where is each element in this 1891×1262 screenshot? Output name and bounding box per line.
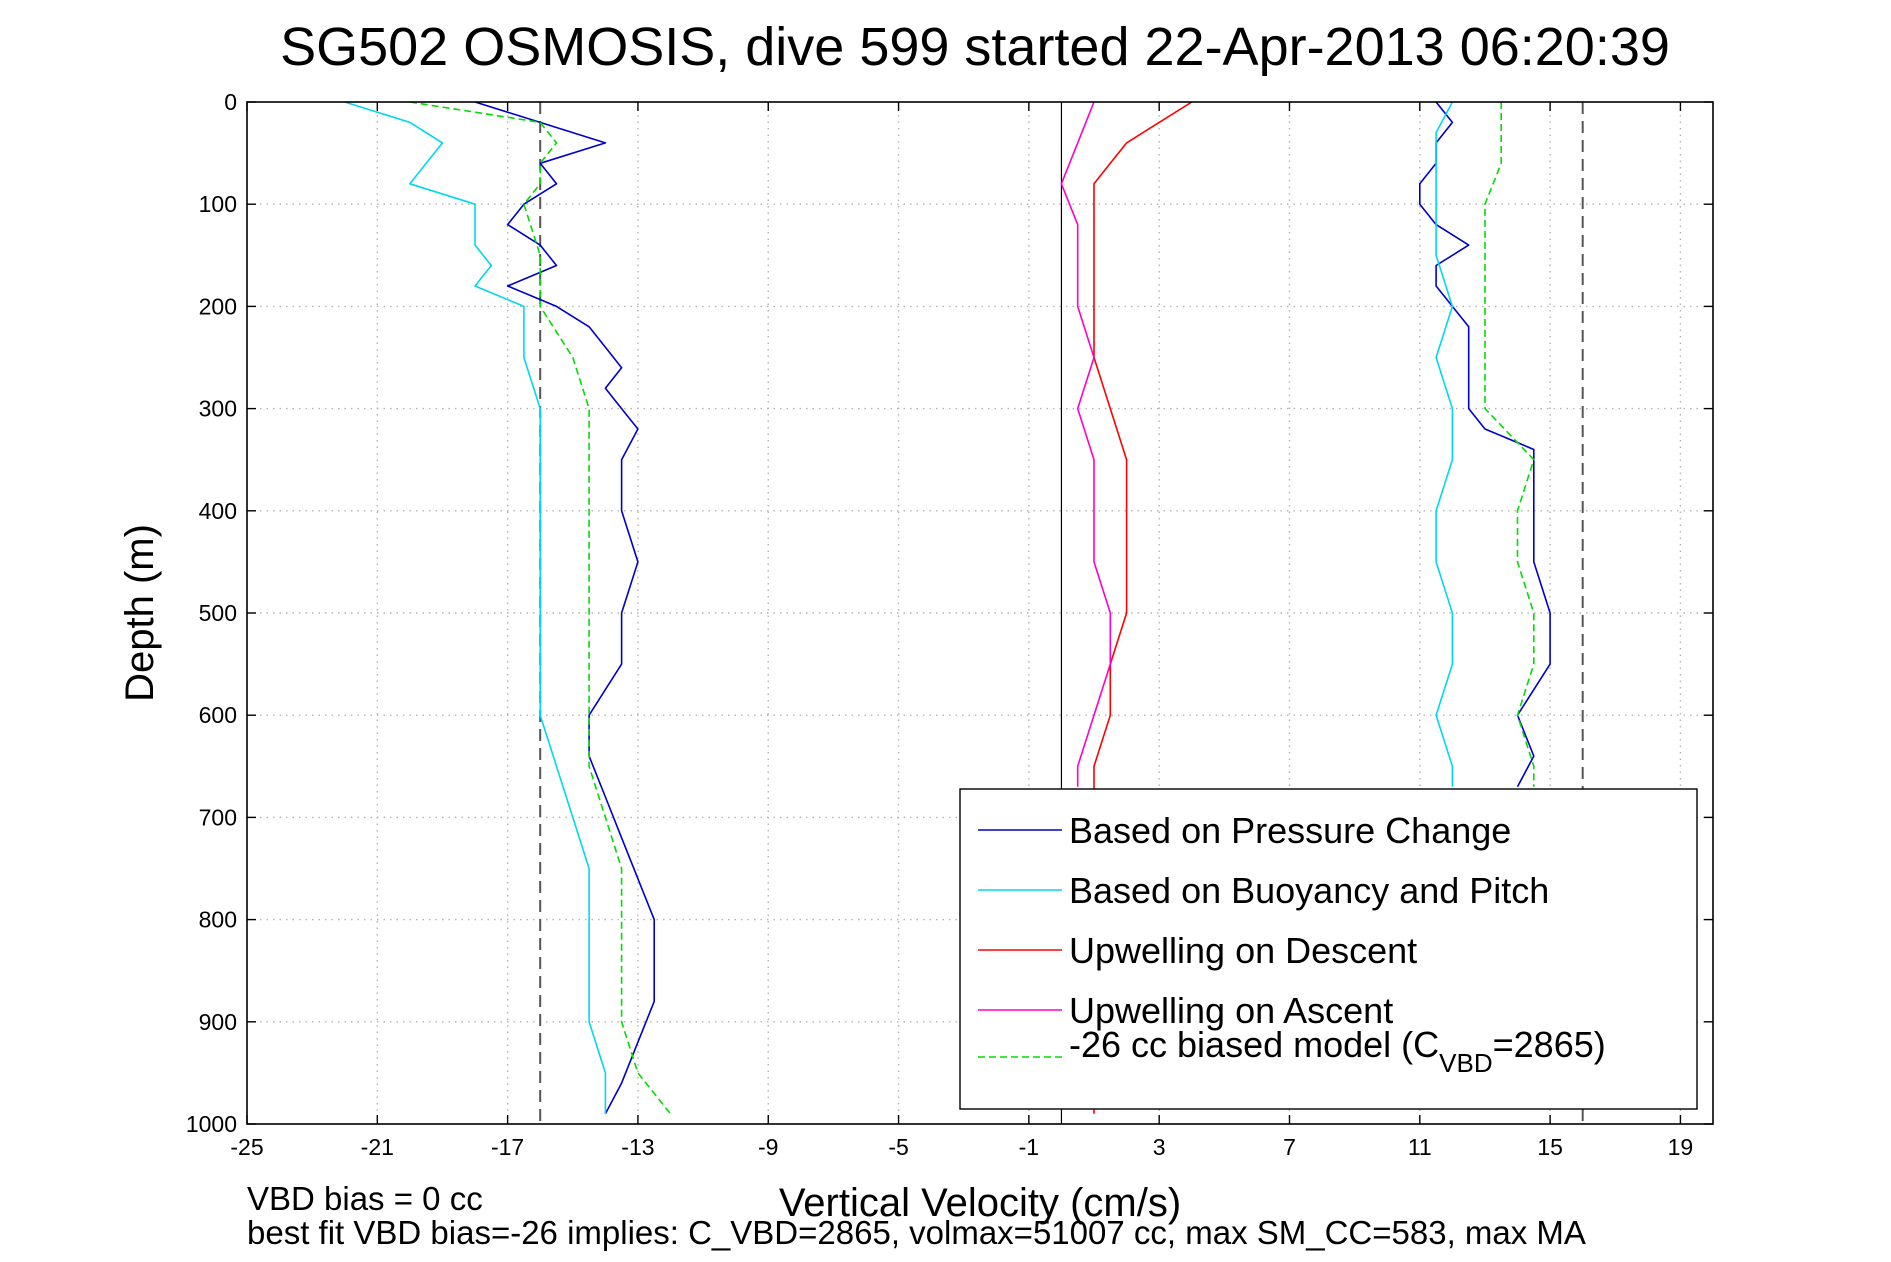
x-tick-label-6: -1: [1019, 1134, 1039, 1160]
x-axis-label: Vertical Velocity (cm/s): [779, 1181, 1181, 1225]
x-tick-label-10: 15: [1537, 1134, 1563, 1160]
y-tick-label-8: 800: [199, 907, 237, 933]
y-tick-label-10: 1000: [186, 1111, 237, 1137]
legend-label-2: Upwelling on Descent: [1069, 930, 1417, 971]
series-1-profile-1: [1435, 102, 1454, 787]
series-0: [474, 102, 1551, 1115]
legend: Based on Pressure Change Based on Buoyanc…: [959, 788, 1698, 1110]
y-tick-label-3: 300: [199, 396, 237, 422]
x-tick-label-4: -9: [758, 1134, 778, 1160]
y-tick-label-4: 400: [199, 498, 237, 524]
y-tick-label-0: 0: [224, 89, 237, 115]
series-3-profile-0: [1060, 102, 1112, 787]
y-tick-label-1: 100: [199, 191, 237, 217]
series-4: [409, 102, 1535, 1115]
x-axis-ticks: -25 -21 -17 -13 -9 -5 -1 3 7 11 15 19: [230, 102, 1693, 1160]
y-tick-label-5: 500: [199, 600, 237, 626]
series-4-profile-1: [1484, 102, 1535, 787]
y-axis-ticks: 0 100 200 300 400 500 600 700 800 900 1000: [186, 89, 1713, 1137]
legend-label-1: Based on Buoyancy and Pitch: [1069, 870, 1549, 911]
x-tick-label-0: -25: [230, 1134, 263, 1160]
chart-title: SG502 OSMOSIS, dive 599 started 22-Apr-2…: [280, 17, 1670, 77]
x-tick-label-9: 11: [1408, 1134, 1432, 1160]
footer-fit-text: best fit VBD bias=-26 implies: C_VBD=286…: [247, 1214, 1586, 1251]
series-0-profile-1: [1419, 102, 1551, 788]
x-tick-label-3: -13: [621, 1134, 654, 1160]
series-0-profile-0: [474, 102, 656, 1115]
y-tick-label-9: 900: [199, 1009, 237, 1035]
x-tick-label-2: -17: [491, 1134, 524, 1160]
x-tick-label-7: 3: [1153, 1134, 1166, 1160]
series-4-profile-0: [409, 102, 672, 1115]
footer-bias-text: VBD bias = 0 cc: [247, 1180, 483, 1217]
series-3: [1060, 102, 1112, 787]
y-tick-label-2: 200: [199, 293, 237, 319]
legend-box: [959, 788, 1698, 1110]
series-1: [344, 102, 1454, 1114]
x-tick-label-8: 7: [1283, 1134, 1296, 1160]
y-axis-label: Depth (m): [118, 524, 162, 702]
legend-label-0: Based on Pressure Change: [1069, 810, 1511, 851]
x-tick-label-5: -5: [888, 1134, 908, 1160]
series-1-profile-0: [344, 102, 607, 1114]
x-tick-label-1: -21: [361, 1134, 394, 1160]
y-tick-label-7: 700: [199, 804, 237, 830]
y-tick-label-6: 600: [199, 702, 237, 728]
x-tick-label-11: 19: [1668, 1134, 1694, 1160]
legend-label-3: Upwelling on Ascent: [1069, 990, 1393, 1031]
